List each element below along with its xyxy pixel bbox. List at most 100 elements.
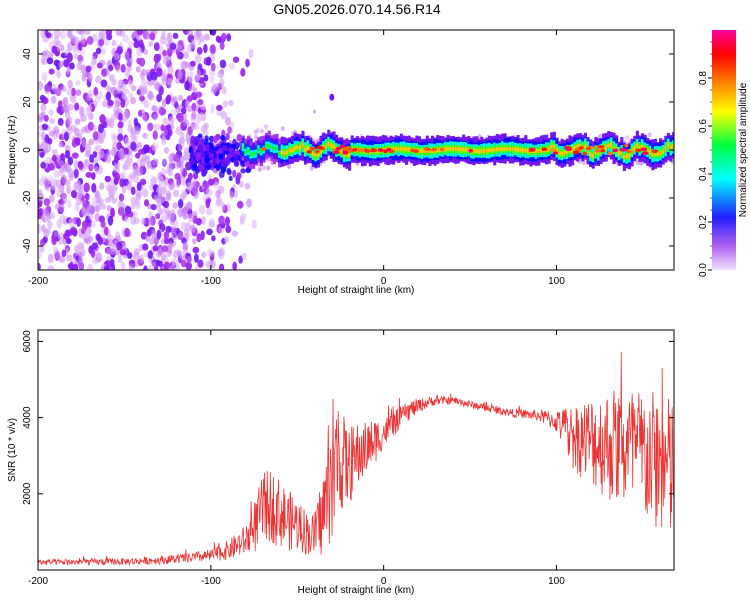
spectrogram-band-segment	[443, 147, 448, 152]
spectrogram-hot-spot	[335, 146, 341, 151]
spectrogram-noise-blob	[56, 106, 62, 114]
spectrogram-noise-blob	[122, 109, 129, 120]
spectrogram-noise-blob	[248, 48, 254, 59]
spectrogram-noise-blob	[162, 50, 167, 57]
spectrogram-band-segment	[332, 144, 336, 149]
spectrogram-band-segment	[327, 141, 331, 146]
spectrogram-noise-blob	[227, 126, 233, 135]
spectrogram-hot-spot	[260, 147, 267, 151]
spectrogram-noise-blob	[56, 44, 62, 52]
spectrogram-noise-blob	[51, 235, 57, 246]
spectrogram-noise-blob	[69, 94, 77, 103]
spectrogram-noise-blob	[220, 201, 226, 211]
spectrogram-noise-blob	[184, 80, 190, 91]
spectrogram-noise-blob	[143, 199, 150, 207]
spectrogram-noise-blob	[172, 202, 178, 209]
spectrogram-band-segment	[316, 152, 321, 157]
spectrogram-band-segment	[617, 151, 621, 156]
spectrogram-noise-blob	[170, 109, 177, 116]
spectrogram-noise-blob	[116, 46, 123, 55]
spectrogram-noise-blob	[138, 57, 146, 67]
spectrogram-noise-blob	[128, 263, 135, 270]
spectrogram-noise-blob	[75, 89, 82, 96]
spectrogram-band-segment	[436, 148, 440, 153]
spectrogram-noise-blob	[136, 47, 143, 57]
spectrogram-noise-blob	[104, 175, 112, 183]
spectrogram-noise-blob	[52, 245, 58, 252]
spectrogram-noise-blob	[111, 146, 117, 157]
spectrogram-band-segment	[244, 150, 248, 154]
snr-x-axis-label: Height of straight line (km)	[298, 585, 415, 596]
spectrogram-hot-spot	[564, 145, 572, 150]
spectrogram-noise-blob	[151, 105, 158, 113]
spectrogram-noise-blob	[73, 53, 79, 60]
spectrogram-noise-blob	[98, 149, 105, 159]
spectrogram-noise-blob	[192, 237, 197, 245]
spectrogram-noise-blob	[124, 205, 132, 215]
spectrogram-noise-blob	[216, 104, 223, 111]
spectrogram-noise-blob	[165, 225, 172, 233]
spectrogram-noise-blob	[175, 43, 181, 51]
spectrogram-transition-blob	[195, 154, 201, 162]
spectrogram-band-segment	[516, 147, 520, 152]
spectrogram-noise-blob	[86, 263, 94, 270]
spectrogram-hot-spot	[309, 146, 316, 151]
spectrogram-noise-blob	[115, 64, 121, 73]
spectrogram-noise-blob	[210, 62, 216, 72]
spectrogram-band-segment	[664, 146, 668, 151]
spectrogram-noise-blob	[182, 119, 190, 127]
spectrogram-noise-blob	[205, 199, 211, 209]
spectrogram-noise-blob	[238, 181, 244, 188]
spectrogram-band-segment	[451, 147, 455, 151]
spectrogram-transition-blob	[214, 157, 219, 163]
spectrogram-noise-blob	[210, 104, 215, 115]
spectrogram-band-segment	[275, 146, 279, 150]
spectrogram-hot-spot	[585, 146, 592, 151]
spectrogram-noise-blob	[91, 242, 99, 250]
spectrogram-noise-blob	[162, 117, 169, 125]
colorbar-tick-label: 0.0	[698, 263, 709, 277]
spectrogram-noise-blob	[161, 245, 169, 253]
spectrogram-noise-blob	[123, 51, 130, 59]
spectrogram-noise-blob	[134, 261, 139, 268]
snr-series-line	[38, 351, 674, 567]
spectrogram-noise-blob	[201, 216, 206, 225]
spectrogram-noise-blob	[40, 214, 46, 222]
spectrogram-noise-blob	[158, 175, 165, 186]
spectrogram-noise-blob	[161, 30, 166, 40]
spectrogram-band-segment	[278, 152, 282, 156]
spectrogram-noise-blob	[47, 265, 55, 270]
spectrogram-noise-blob	[140, 217, 147, 225]
spectrogram-x-tick-label: 0	[381, 276, 387, 287]
spectrogram-noise-blob	[132, 165, 138, 173]
spectrogram-band-segment	[519, 148, 523, 152]
spectrogram-noise-blob	[110, 132, 117, 140]
spectrogram-halo-blob	[266, 165, 271, 171]
spectrogram-band-segment	[498, 147, 502, 152]
spectrogram-noise-blob	[130, 133, 137, 141]
spectrogram-noise-blob	[206, 228, 213, 236]
spectrogram-noise-blob	[118, 112, 123, 121]
spectrogram-noise-blob	[195, 91, 203, 98]
spectrogram-band-segment	[459, 147, 463, 152]
spectrogram-band-segment	[568, 149, 572, 153]
spectrogram-noise-blob	[143, 100, 150, 109]
spectrogram-noise-blob	[89, 154, 95, 163]
spectrogram-noise-blob	[86, 36, 94, 45]
spectrogram-band-segment	[456, 147, 460, 151]
spectrogram-noise-blob	[177, 70, 183, 80]
spectrogram-noise-blob	[169, 42, 177, 51]
spectrogram-noise-blob	[98, 90, 104, 100]
spectrogram-noise-blob	[150, 176, 158, 186]
spectrogram-noise-blob	[187, 172, 193, 181]
spectrogram-band-segment	[301, 142, 305, 147]
spectrogram-y-tick-label: 40	[22, 48, 33, 60]
spectrogram-hot-spot	[306, 150, 312, 154]
colorbar-ticks: 0.0 0.2 0.4 0.6 0.8	[698, 41, 712, 277]
spectrogram-hot-spot	[315, 149, 320, 154]
spectrogram-hot-spot	[468, 148, 473, 153]
spectrogram-transition-blob	[234, 154, 239, 161]
spectrogram-band-segment	[399, 146, 403, 151]
spectrogram-noise-blob	[58, 60, 64, 67]
spectrogram-noise-blob	[176, 249, 182, 257]
